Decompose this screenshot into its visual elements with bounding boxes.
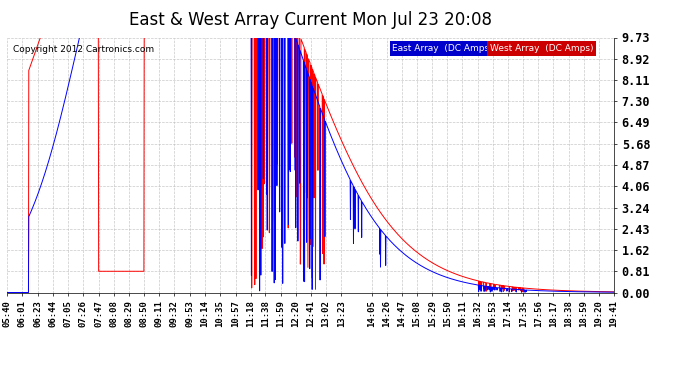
Text: Copyright 2012 Cartronics.com: Copyright 2012 Cartronics.com bbox=[13, 45, 154, 54]
Text: East & West Array Current Mon Jul 23 20:08: East & West Array Current Mon Jul 23 20:… bbox=[129, 11, 492, 29]
Text: East Array  (DC Amps): East Array (DC Amps) bbox=[393, 44, 493, 53]
Text: West Array  (DC Amps): West Array (DC Amps) bbox=[490, 44, 593, 53]
